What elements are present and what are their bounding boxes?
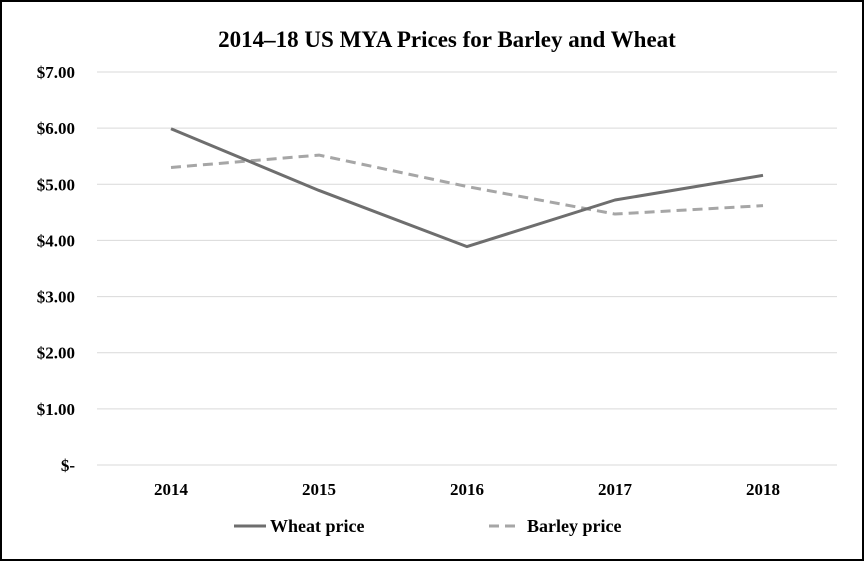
- y-tick-label: $5.00: [37, 175, 75, 194]
- y-axis-ticks: $- $1.00 $2.00 $3.00 $4.00 $5.00 $6.00 $7.00: [37, 63, 76, 475]
- x-tick-label: 2014: [154, 480, 189, 499]
- x-tick-label: 2016: [450, 480, 484, 499]
- gridlines: [97, 71, 837, 466]
- y-tick-label: $7.00: [37, 63, 75, 82]
- x-tick-label: 2017: [598, 480, 633, 499]
- series-line-barley-price: [170, 153, 764, 216]
- series-line-wheat-price: [170, 127, 764, 249]
- y-tick-label: $2.00: [37, 344, 75, 363]
- x-axis-ticks: 2014 2015 2016 2017 2018: [154, 480, 780, 499]
- y-tick-label: $6.00: [37, 119, 75, 138]
- series-lines: [170, 127, 764, 249]
- legend-label: Wheat price: [270, 516, 364, 536]
- y-tick-label: $4.00: [37, 231, 75, 250]
- y-tick-label: $3.00: [37, 288, 75, 307]
- y-tick-label: $1.00: [37, 400, 75, 419]
- y-tick-label: $-: [61, 456, 76, 475]
- legend-label: Barley price: [527, 516, 621, 536]
- legend: Wheat price Barley price: [234, 516, 621, 536]
- chart-title: 2014–18 US MYA Prices for Barley and Whe…: [218, 27, 676, 52]
- x-tick-label: 2018: [746, 480, 780, 499]
- x-tick-label: 2015: [302, 480, 336, 499]
